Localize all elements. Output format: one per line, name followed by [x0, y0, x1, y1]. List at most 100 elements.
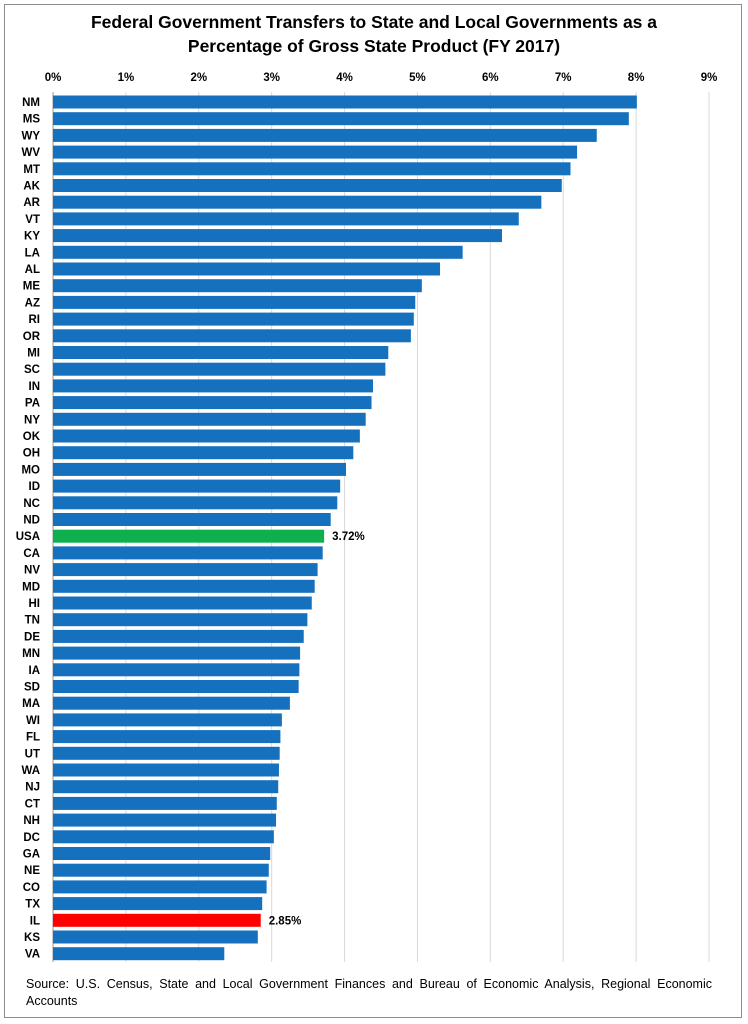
category-label: OH [23, 448, 40, 460]
data-label-usa: 3.72% [332, 531, 365, 543]
bar-wy [53, 128, 597, 142]
category-label: HI [29, 598, 41, 610]
bar-ks [53, 930, 258, 944]
category-label: WV [21, 147, 40, 159]
bar-nh [53, 813, 277, 827]
category-label: AL [25, 264, 40, 276]
category-label: AZ [25, 297, 40, 309]
x-tick-label: 7% [555, 72, 572, 84]
category-label: UT [25, 748, 40, 760]
category-label: LA [25, 247, 40, 259]
category-label: NM [22, 97, 40, 109]
bar-dc [53, 830, 274, 844]
bar-de [53, 629, 304, 643]
category-label: WA [21, 765, 40, 777]
x-tick-label: 4% [336, 72, 353, 84]
category-label: NJ [25, 782, 40, 794]
bar-nm [53, 95, 637, 109]
bar-wv [53, 145, 578, 159]
bar-nv [53, 563, 318, 577]
category-label: DE [24, 631, 40, 643]
category-label: OK [23, 431, 41, 443]
bar-nc [53, 496, 338, 510]
bar-ms [53, 112, 629, 126]
category-label: MT [23, 164, 40, 176]
bar-or [53, 329, 411, 343]
category-label: USA [16, 531, 40, 543]
x-tick-label: 9% [701, 72, 718, 84]
bar-az [53, 295, 416, 309]
category-label: NY [24, 414, 40, 426]
category-label: WI [26, 715, 40, 727]
category-label: MO [21, 464, 40, 476]
bar-sc [53, 362, 386, 376]
category-label: RI [29, 314, 41, 326]
category-label: VT [25, 214, 40, 226]
bar-ri [53, 312, 414, 326]
category-label: GA [23, 849, 40, 861]
bar-mt [53, 162, 571, 176]
bar-ca [53, 546, 323, 560]
category-label: TX [25, 899, 40, 911]
bar-ak [53, 179, 562, 192]
bar-id [53, 479, 341, 493]
bar-usa [53, 529, 325, 543]
category-label: NV [24, 565, 40, 577]
category-label: MA [22, 698, 40, 710]
bar-pa [53, 396, 372, 410]
category-label: ME [23, 281, 41, 293]
bar-al [53, 262, 441, 276]
chart-title-line-2: Percentage of Gross State Product (FY 20… [187, 36, 561, 56]
bar-nj [53, 780, 279, 794]
category-label: NH [23, 815, 40, 827]
chart-title-line-1: Federal Government Transfers to State an… [90, 12, 657, 32]
bar-ar [53, 195, 542, 209]
data-label-il: 2.85% [269, 915, 302, 927]
bar-in [53, 379, 373, 393]
category-label: KY [24, 231, 40, 243]
category-label: IA [29, 665, 41, 677]
category-label: VA [25, 949, 40, 961]
bar-fl [53, 730, 281, 744]
bar-ok [53, 429, 360, 443]
category-label: AR [23, 197, 40, 209]
bar-va [53, 947, 225, 961]
category-label: MN [22, 648, 40, 660]
bar-ny [53, 412, 366, 426]
x-tick-label: 0% [45, 72, 62, 84]
category-label: IL [30, 915, 40, 927]
x-tick-label: 5% [409, 72, 426, 84]
category-label: IN [29, 381, 41, 393]
bar-ne [53, 863, 269, 877]
category-label: CA [23, 548, 40, 560]
chart-title: Federal Government Transfers to State an… [0, 10, 748, 58]
bar-sd [53, 680, 299, 693]
category-label: SC [24, 364, 40, 376]
bar-il [53, 913, 261, 927]
x-tick-label: 2% [190, 72, 207, 84]
bar-oh [53, 446, 354, 460]
x-tick-label: 3% [263, 72, 280, 84]
category-label: TN [25, 615, 40, 627]
bar-me [53, 279, 422, 293]
category-label: WY [21, 130, 40, 142]
bar-nd [53, 513, 331, 526]
x-tick-label: 1% [118, 72, 135, 84]
bar-md [53, 579, 315, 593]
bar-ga [53, 847, 271, 860]
category-label: PA [25, 398, 40, 410]
x-tick-label: 6% [482, 72, 499, 84]
x-tick-label: 8% [628, 72, 645, 84]
category-label: MS [23, 114, 41, 126]
bar-tx [53, 897, 263, 911]
category-label: CO [23, 882, 40, 894]
bar-hi [53, 596, 312, 610]
source-note: Source: U.S. Census, State and Local Gov… [26, 977, 712, 1008]
bar-mn [53, 646, 301, 660]
bar-mi [53, 346, 389, 359]
bar-mo [53, 462, 347, 476]
bar-wi [53, 713, 282, 727]
bar-ct [53, 796, 277, 810]
category-label: DC [23, 832, 40, 844]
category-label: CT [25, 798, 40, 810]
